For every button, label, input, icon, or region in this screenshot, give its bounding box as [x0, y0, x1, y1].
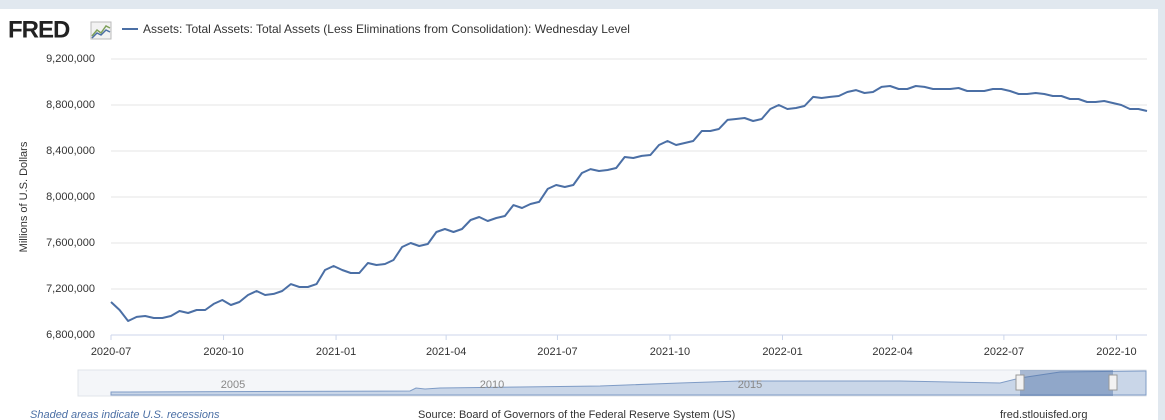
right-strip	[1158, 0, 1165, 420]
x-tick-label: 2021-01	[316, 346, 356, 358]
x-tick-label: 2022-07	[984, 346, 1024, 358]
y-tick-label: 7,200,000	[46, 283, 95, 295]
navigator-label: 2005	[221, 379, 245, 391]
x-tick-label: 2021-07	[537, 346, 577, 358]
x-tick-label: 2020-10	[203, 346, 243, 358]
x-tick-label: 2022-10	[1096, 346, 1136, 358]
logo: FRED	[8, 16, 70, 43]
y-tick-label: 9,200,000	[46, 53, 95, 65]
y-tick-label: 7,600,000	[46, 237, 95, 249]
navigator-area	[110, 370, 1147, 396]
logo-icon	[90, 21, 112, 40]
x-tick-label: 2022-01	[762, 346, 802, 358]
navigator-label: 2015	[738, 379, 762, 391]
legend-label[interactable]: Assets: Total Assets: Total Assets (Less…	[143, 22, 630, 36]
y-tick-label: 8,800,000	[46, 99, 95, 111]
top-strip	[0, 0, 1165, 9]
navigator-selection[interactable]	[1020, 370, 1113, 396]
y-tick-label: 8,400,000	[46, 145, 95, 157]
y-axis-label: Millions of U.S. Dollars	[18, 141, 30, 252]
navigator-handle[interactable]	[1015, 374, 1025, 391]
y-tick-label: 8,000,000	[46, 191, 95, 203]
x-tick-label: 2020-07	[91, 346, 131, 358]
series-line	[110, 85, 1148, 322]
x-tick-label: 2021-04	[426, 346, 466, 358]
navigator: 2005 2010 2015	[77, 369, 1147, 397]
y-tick-label: 6,800,000	[46, 329, 95, 341]
x-tick-label: 2022-04	[872, 346, 912, 358]
x-tick-label: 2021-10	[650, 346, 690, 358]
source: Source: Board of Governors of the Federa…	[418, 409, 735, 420]
recession-note[interactable]: Shaded areas indicate U.S. recessions	[30, 409, 220, 420]
navigator-label: 2010	[480, 379, 504, 391]
navigator-handle[interactable]	[1108, 374, 1118, 391]
site: fred.stlouisfed.org	[1000, 409, 1087, 420]
